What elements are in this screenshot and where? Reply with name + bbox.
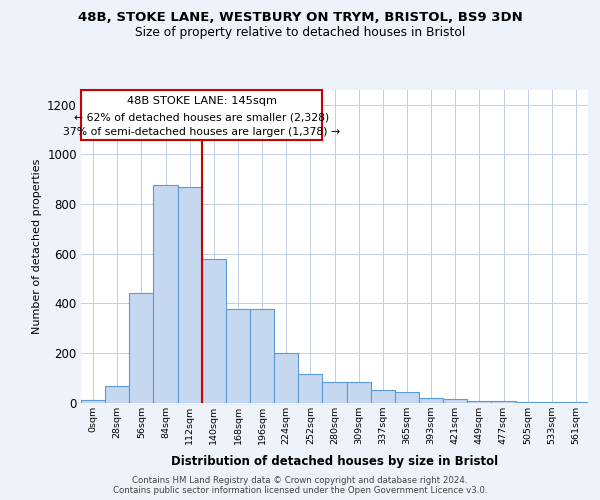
Text: 37% of semi-detached houses are larger (1,378) →: 37% of semi-detached houses are larger (… xyxy=(63,127,340,137)
Bar xyxy=(419,398,443,402)
Bar xyxy=(274,353,298,403)
Bar xyxy=(154,184,178,402)
Bar xyxy=(347,382,371,402)
Bar xyxy=(467,400,491,402)
Bar xyxy=(178,186,202,402)
Bar xyxy=(226,310,250,402)
Text: Size of property relative to detached houses in Bristol: Size of property relative to detached ho… xyxy=(135,26,465,39)
Bar xyxy=(250,310,274,402)
Text: Contains HM Land Registry data © Crown copyright and database right 2024.: Contains HM Land Registry data © Crown c… xyxy=(132,476,468,485)
Text: 48B, STOKE LANE, WESTBURY ON TRYM, BRISTOL, BS9 3DN: 48B, STOKE LANE, WESTBURY ON TRYM, BRIST… xyxy=(77,11,523,24)
Bar xyxy=(81,400,105,402)
Bar xyxy=(322,382,347,402)
Text: ← 62% of detached houses are smaller (2,328): ← 62% of detached houses are smaller (2,… xyxy=(74,112,329,122)
Bar xyxy=(105,386,129,402)
Y-axis label: Number of detached properties: Number of detached properties xyxy=(32,158,41,334)
X-axis label: Distribution of detached houses by size in Bristol: Distribution of detached houses by size … xyxy=(171,455,498,468)
Bar xyxy=(395,392,419,402)
Text: 48B STOKE LANE: 145sqm: 48B STOKE LANE: 145sqm xyxy=(127,96,277,106)
Bar xyxy=(202,258,226,402)
Bar xyxy=(129,294,154,403)
Bar xyxy=(443,399,467,402)
Text: Contains public sector information licensed under the Open Government Licence v3: Contains public sector information licen… xyxy=(113,486,487,495)
Bar xyxy=(298,374,322,402)
Bar xyxy=(371,390,395,402)
